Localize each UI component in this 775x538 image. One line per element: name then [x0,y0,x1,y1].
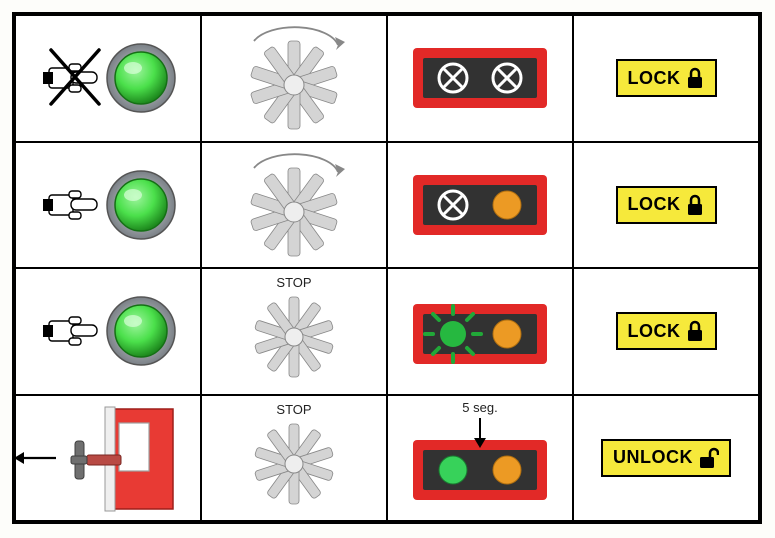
cell-sign-4: UNLOCK [573,395,759,522]
indicator-panel-icon [405,38,555,118]
cell-sign-3: LOCK [573,268,759,395]
cell-sign-1: LOCK [573,15,759,142]
stop-label: STOP [276,402,311,417]
rotor-stopped-icon [239,281,349,381]
latch-open-icon [61,403,181,513]
cell-action-1 [15,15,201,142]
indicator-panel-icon [405,165,555,245]
cell-rotor-3: STOP [201,268,387,395]
cell-action-2 [15,142,201,269]
cell-action-3 [15,268,201,395]
cell-lights-2 [387,142,573,269]
lock-open-icon [697,447,719,469]
lock-closed-icon [685,320,705,342]
cell-lights-3 [387,268,573,395]
cell-sign-2: LOCK [573,142,759,269]
lock-closed-icon [685,194,705,216]
cell-lights-1 [387,15,573,142]
arrow-left-icon [12,448,58,468]
hand-press-icon [33,281,183,381]
lock-label: LOCK [628,68,681,89]
lock-label: LOCK [628,321,681,342]
cell-rotor-2 [201,142,387,269]
lock-label: LOCK [628,194,681,215]
lock-sign: LOCK [616,312,717,350]
rotor-stopped-icon [239,408,349,508]
cell-lights-4: 5 seg. [387,395,573,522]
cell-rotor-1 [201,15,387,142]
unlock-label: UNLOCK [613,447,693,468]
stop-label: STOP [276,275,311,290]
unlock-sign: UNLOCK [601,439,731,477]
rotor-spinning-icon [234,23,354,133]
cell-action-4 [15,395,201,522]
lock-closed-icon [685,67,705,89]
lock-sign: LOCK [616,186,717,224]
lock-sign: LOCK [616,59,717,97]
rotor-spinning-icon [234,150,354,260]
cell-rotor-4: STOP [201,395,387,522]
state-diagram-grid: LOCK [12,12,762,524]
hand-press-icon [33,155,183,255]
hand-no-press-icon [33,28,183,128]
time-label: 5 seg. [462,400,497,415]
arrow-down-icon [471,418,489,448]
indicator-panel-blink-icon [400,286,560,376]
